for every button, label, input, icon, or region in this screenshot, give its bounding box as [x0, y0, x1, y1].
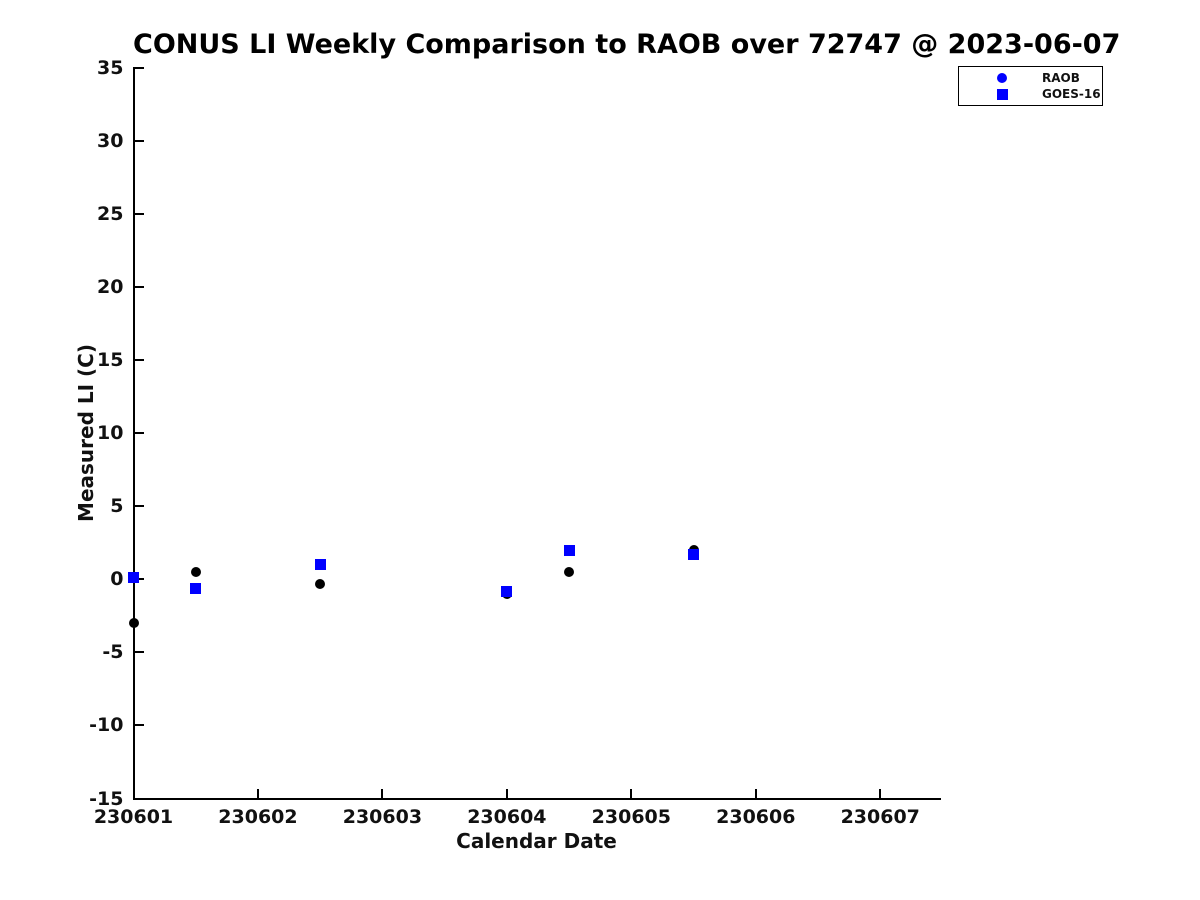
y-tick — [133, 140, 144, 143]
y-tick-label: 35 — [97, 57, 124, 79]
x-tick — [381, 788, 384, 799]
y-tick — [133, 724, 144, 727]
y-tick-label: -5 — [102, 641, 124, 664]
y-tick — [133, 213, 144, 216]
y-tick-label: 10 — [97, 422, 124, 445]
goes-16-marker-icon — [994, 88, 1010, 100]
x-axis-label: Calendar Date — [456, 829, 617, 853]
y-tick-label: 15 — [97, 349, 124, 372]
x-axis-line — [132, 797, 941, 800]
y-tick — [133, 651, 144, 654]
x-tick — [630, 788, 633, 799]
data-point-goes-16 — [314, 559, 326, 571]
data-point-goes-16 — [501, 585, 513, 597]
legend-entry-raob: RAOB — [959, 70, 1102, 86]
chart-title: CONUS LI Weekly Comparison to RAOB over … — [133, 29, 1121, 60]
y-tick-label: 30 — [97, 130, 124, 153]
data-point-goes-16 — [190, 582, 202, 594]
x-tick-label: 230605 — [591, 805, 671, 828]
legend-label: RAOB — [1042, 71, 1080, 85]
y-tick — [133, 432, 144, 435]
y-tick — [133, 505, 144, 508]
y-tick-label: -15 — [89, 787, 124, 810]
y-tick — [133, 67, 144, 69]
raob-marker-icon — [994, 73, 1010, 83]
data-point-raob — [190, 567, 201, 578]
y-tick — [133, 797, 144, 800]
data-point-raob — [564, 567, 575, 578]
data-point-goes-16 — [688, 549, 700, 560]
x-tick — [256, 788, 259, 799]
x-tick-label: 230606 — [716, 805, 796, 828]
data-point-raob — [128, 618, 139, 629]
y-tick-label: 20 — [97, 276, 124, 299]
y-tick — [133, 286, 144, 289]
y-tick-label: 25 — [97, 203, 124, 226]
x-tick-label: 230607 — [840, 805, 920, 828]
y-tick-label: 5 — [110, 495, 124, 518]
data-point-goes-16 — [128, 572, 139, 584]
data-point-raob — [315, 578, 326, 589]
legend: RAOB GOES-16 — [958, 66, 1103, 106]
y-tick — [133, 359, 144, 362]
x-tick-label: 230604 — [467, 805, 547, 828]
x-tick — [754, 788, 757, 799]
x-tick — [879, 788, 882, 799]
legend-entry-goes-16: GOES-16 — [959, 86, 1102, 102]
legend-label: GOES-16 — [1042, 87, 1101, 101]
y-tick-label: -10 — [89, 714, 124, 737]
x-tick-label: 230603 — [342, 805, 423, 828]
x-tick — [132, 788, 135, 799]
x-tick — [505, 788, 508, 799]
x-tick-label: 230602 — [218, 805, 298, 828]
data-point-goes-16 — [563, 544, 575, 556]
x-tick-label: 230601 — [93, 805, 174, 828]
y-tick-label: 0 — [110, 568, 124, 591]
